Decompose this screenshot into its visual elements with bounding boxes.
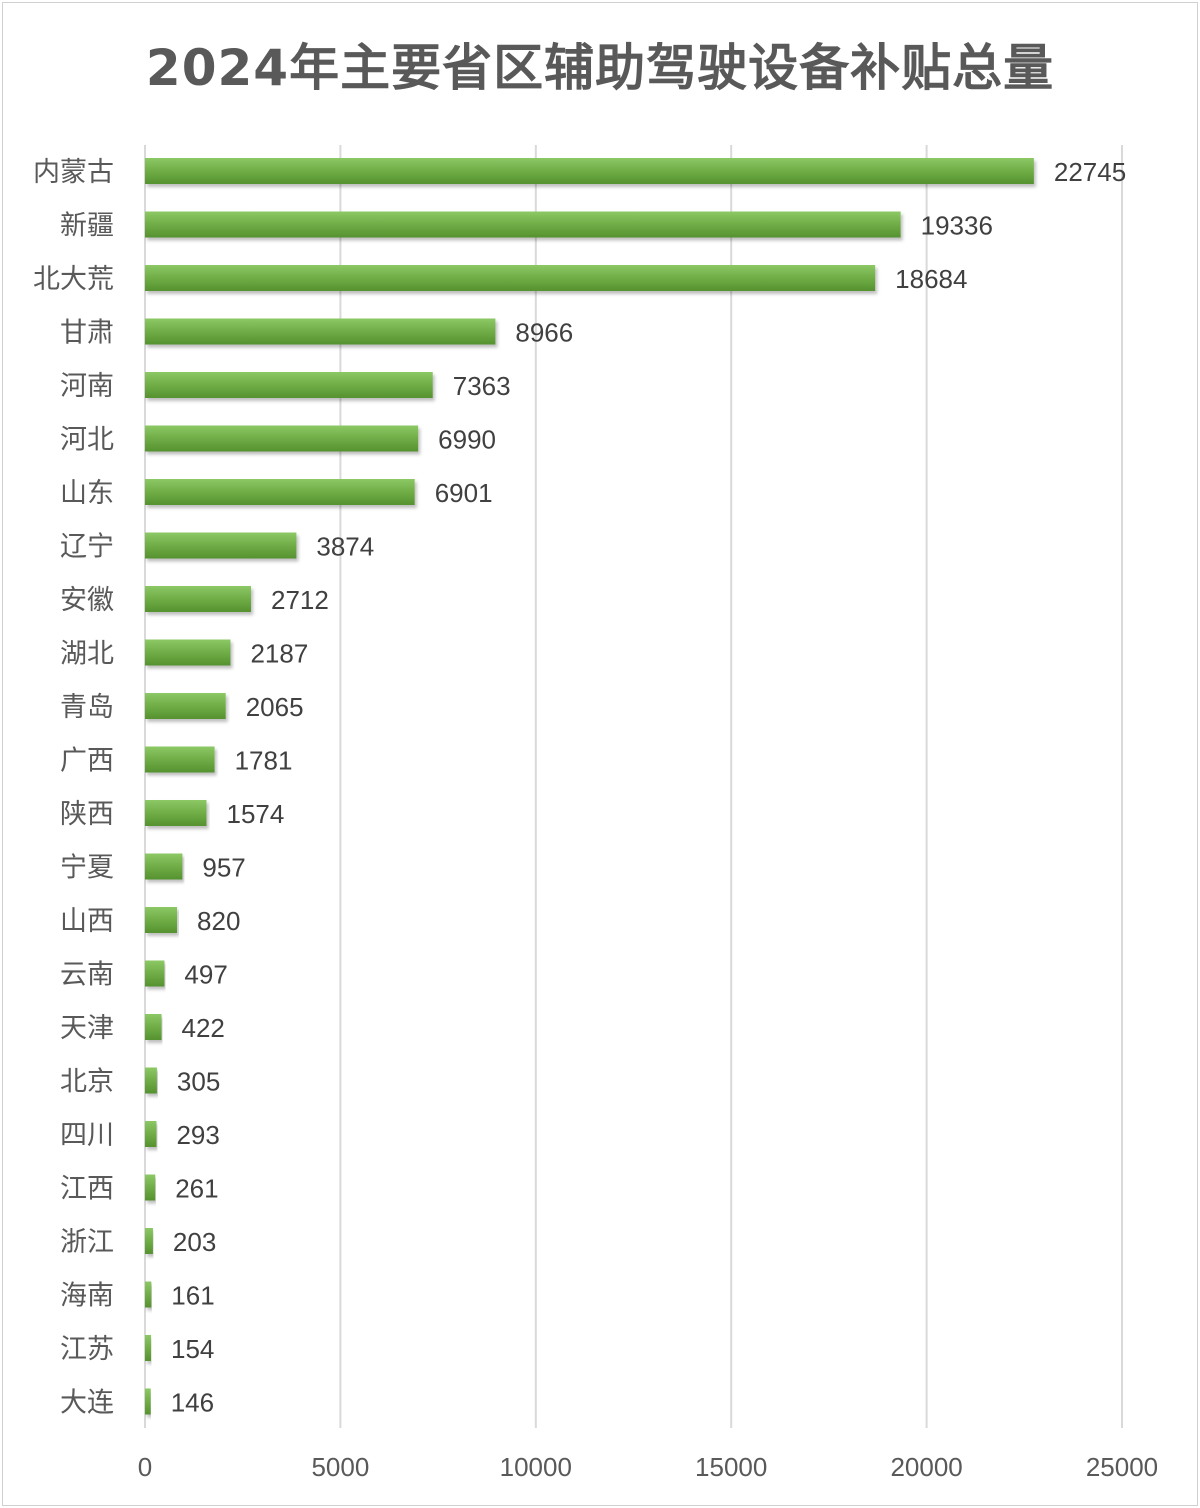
bar — [145, 265, 876, 291]
bar — [145, 907, 178, 933]
data-label: 1574 — [227, 799, 285, 829]
data-label: 1781 — [235, 746, 293, 776]
category-label: 陕西 — [60, 799, 114, 830]
bars-group — [145, 158, 1034, 1415]
data-label: 293 — [176, 1120, 219, 1150]
data-label: 203 — [173, 1227, 216, 1257]
bar — [145, 800, 207, 826]
category-label: 辽宁 — [60, 532, 114, 563]
bar — [145, 1174, 156, 1201]
data-label: 7363 — [453, 371, 511, 401]
category-label: 海南 — [60, 1281, 114, 1312]
data-label: 161 — [171, 1281, 214, 1311]
x-tick-label: 0 — [138, 1452, 152, 1482]
data-label: 305 — [177, 1067, 220, 1097]
bar — [145, 1228, 153, 1254]
bar — [145, 318, 496, 345]
category-label: 北大荒 — [33, 264, 114, 295]
data-label: 19336 — [921, 211, 993, 241]
data-label: 820 — [197, 906, 240, 936]
data-label: 2712 — [271, 585, 329, 615]
bar — [145, 425, 419, 452]
category-label: 安徽 — [60, 585, 114, 616]
category-label: 江西 — [60, 1174, 114, 1205]
bar — [145, 586, 251, 612]
category-label: 新疆 — [60, 211, 114, 242]
data-label: 422 — [181, 1013, 224, 1043]
category-label: 湖北 — [60, 639, 114, 670]
x-axis-tick-labels: 0 5000 10000 15000 20000 25000 — [138, 1452, 1158, 1482]
data-label: 154 — [171, 1334, 214, 1364]
data-label: 18684 — [895, 264, 967, 294]
category-label: 四川 — [60, 1120, 114, 1151]
x-tick-label: 25000 — [1086, 1452, 1158, 1482]
bar — [145, 639, 231, 666]
bar — [145, 746, 215, 773]
category-labels: 内蒙古新疆北大荒甘肃河南河北山东辽宁安徽湖北青岛广西陕西宁夏山西云南天津北京四川… — [33, 157, 114, 1419]
category-label: 广西 — [60, 746, 114, 777]
category-label: 河南 — [60, 371, 114, 402]
category-label: 天津 — [60, 1013, 114, 1044]
category-label: 宁夏 — [60, 853, 114, 884]
data-label: 261 — [175, 1174, 218, 1204]
bar — [145, 479, 415, 505]
x-tick-label: 20000 — [890, 1452, 962, 1482]
category-label: 青岛 — [60, 692, 114, 723]
bar — [145, 1335, 152, 1361]
bar — [145, 372, 433, 398]
grid-lines — [144, 145, 1123, 1428]
category-label: 河北 — [60, 425, 114, 456]
bar — [145, 532, 297, 559]
category-label: 山西 — [60, 906, 114, 937]
chart-title: 2024年主要省区辅助驾驶设备补贴总量 — [145, 39, 1055, 97]
category-label: 内蒙古 — [33, 157, 114, 188]
bar — [145, 1121, 157, 1147]
data-label: 8966 — [515, 318, 573, 348]
category-label: 北京 — [60, 1067, 114, 1098]
x-tick-label: 10000 — [500, 1452, 572, 1482]
x-tick-label: 5000 — [311, 1452, 369, 1482]
bar — [145, 960, 165, 987]
category-label: 大连 — [60, 1388, 114, 1419]
x-tick-label: 15000 — [695, 1452, 767, 1482]
data-label: 2065 — [246, 692, 304, 722]
bar — [145, 158, 1034, 184]
bar — [145, 1388, 151, 1415]
data-label: 497 — [184, 960, 227, 990]
data-label: 6901 — [435, 478, 493, 508]
data-label: 3874 — [316, 532, 374, 562]
data-label: 957 — [202, 853, 245, 883]
data-label: 146 — [171, 1388, 214, 1418]
category-label: 云南 — [60, 960, 114, 991]
category-label: 江苏 — [60, 1334, 114, 1365]
category-label: 甘肃 — [60, 318, 114, 349]
category-label: 浙江 — [60, 1227, 114, 1258]
bar — [145, 853, 183, 880]
bar — [145, 1067, 157, 1094]
bar — [145, 1281, 152, 1308]
bar — [145, 1014, 162, 1040]
bar — [145, 211, 901, 238]
data-label: 22745 — [1054, 157, 1126, 187]
category-label: 山东 — [60, 478, 114, 509]
data-label: 6990 — [438, 425, 496, 455]
bar — [145, 693, 226, 719]
data-label: 2187 — [250, 639, 308, 669]
